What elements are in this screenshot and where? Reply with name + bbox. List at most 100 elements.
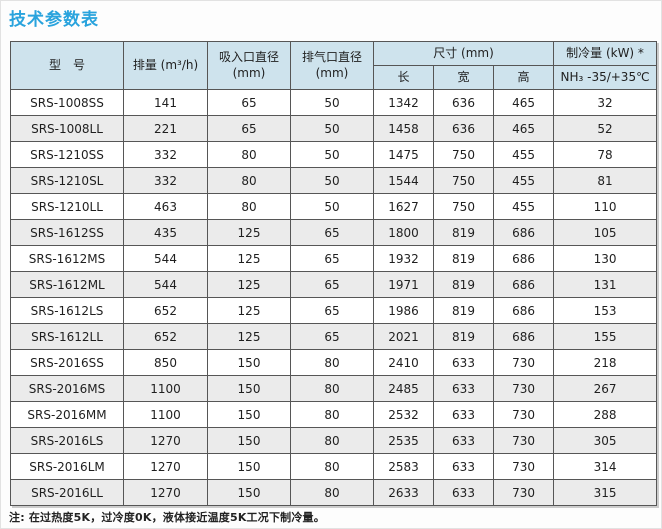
cell-model: SRS-1612LL xyxy=(10,323,124,350)
cell-displacement: 1270 xyxy=(123,453,208,480)
cell-height: 686 xyxy=(492,271,555,298)
cell-width: 636 xyxy=(433,89,494,116)
page-title: 技术参数表 xyxy=(9,10,99,30)
cell-cooling: 81 xyxy=(553,167,658,194)
cell-height: 455 xyxy=(492,167,555,194)
cell-model: SRS-2016LL xyxy=(10,479,124,506)
cell-cooling: 305 xyxy=(553,427,658,454)
cell-suction: 150 xyxy=(207,349,291,376)
cell-height: 455 xyxy=(492,141,555,168)
cell-width: 633 xyxy=(433,453,494,480)
cell-model: SRS-1210SS xyxy=(10,141,124,168)
cell-height: 730 xyxy=(492,375,555,402)
cell-model: SRS-1612LS xyxy=(10,297,124,324)
cell-suction: 150 xyxy=(207,375,291,402)
cell-suction: 125 xyxy=(207,297,291,324)
cell-model: SRS-1612ML xyxy=(10,271,124,298)
cell-length: 2535 xyxy=(373,427,434,454)
cell-model: SRS-1008LL xyxy=(10,115,124,142)
cell-displacement: 141 xyxy=(123,89,208,116)
cell-displacement: 332 xyxy=(123,141,208,168)
cell-suction: 125 xyxy=(207,323,291,350)
cell-height: 686 xyxy=(492,245,555,272)
table-header: 型 号 排量 (m³/h) 吸入口直径 (mm) 排气口直径 (mm) 尺寸 (mm… xyxy=(10,41,658,90)
cell-model: SRS-1612SS xyxy=(10,219,124,246)
col-header-dimensions: 尺寸 (mm) xyxy=(372,41,555,66)
cell-model: SRS-2016MM xyxy=(10,401,124,428)
cell-height: 686 xyxy=(492,219,555,246)
cell-displacement: 1100 xyxy=(123,375,208,402)
cell-model: SRS-1612MS xyxy=(10,245,124,272)
cell-cooling: 131 xyxy=(553,271,658,298)
cell-model: SRS-1210LL xyxy=(10,193,124,220)
col-header-exhaust-line1: 排气口直径 xyxy=(301,49,362,64)
col-header-suction-line1: 吸入口直径 xyxy=(218,49,279,64)
cell-cooling: 315 xyxy=(553,479,658,506)
cell-exhaust: 50 xyxy=(290,193,374,220)
cell-displacement: 463 xyxy=(123,193,208,220)
cell-width: 819 xyxy=(433,271,494,298)
footnote: 注: 在过热度5K，过冷度0K，液体接近温度5K工况下制冷量。 xyxy=(9,511,325,524)
cell-length: 2485 xyxy=(373,375,434,402)
cell-model: SRS-2016LM xyxy=(10,453,124,480)
cell-height: 465 xyxy=(492,115,555,142)
cell-model: SRS-2016MS xyxy=(10,375,124,402)
cell-suction: 150 xyxy=(207,453,291,480)
cell-cooling: 130 xyxy=(553,245,658,272)
cell-length: 1475 xyxy=(373,141,434,168)
table-row: SRS-1612MS 544 125 65 1932 819 686 130 xyxy=(10,245,658,272)
cell-width: 633 xyxy=(433,479,494,506)
cell-width: 750 xyxy=(433,193,494,220)
col-header-width: 宽 xyxy=(433,65,494,90)
table-row: SRS-1008SS 141 65 50 1342 636 465 32 xyxy=(10,89,658,116)
cell-height: 730 xyxy=(492,349,555,376)
cell-displacement: 332 xyxy=(123,167,208,194)
cell-cooling: 153 xyxy=(553,297,658,324)
cell-exhaust: 65 xyxy=(290,323,374,350)
table-row: SRS-1612LS 652 125 65 1986 819 686 153 xyxy=(10,297,658,324)
cell-cooling: 288 xyxy=(553,401,658,428)
cell-displacement: 221 xyxy=(123,115,208,142)
cell-exhaust: 80 xyxy=(290,453,374,480)
cell-exhaust: 50 xyxy=(290,167,374,194)
table-row: SRS-2016MM 1100 150 80 2532 633 730 288 xyxy=(10,401,658,428)
cell-exhaust: 50 xyxy=(290,115,374,142)
cell-width: 819 xyxy=(433,219,494,246)
cell-width: 633 xyxy=(433,427,494,454)
cell-width: 633 xyxy=(433,401,494,428)
table-row: SRS-2016MS 1100 150 80 2485 633 730 267 xyxy=(10,375,658,402)
cell-suction: 125 xyxy=(207,219,291,246)
cell-exhaust: 50 xyxy=(290,89,374,116)
cell-length: 2583 xyxy=(373,453,434,480)
col-header-exhaust-line2: (mm) xyxy=(315,65,349,80)
cell-length: 1627 xyxy=(373,193,434,220)
cell-suction: 80 xyxy=(207,167,291,194)
cell-cooling: 52 xyxy=(553,115,658,142)
cell-width: 819 xyxy=(433,245,494,272)
cell-cooling: 314 xyxy=(553,453,658,480)
table-row: SRS-1210SL 332 80 50 1544 750 455 81 xyxy=(10,167,658,194)
table-row: SRS-1612ML 544 125 65 1971 819 686 131 xyxy=(10,271,658,298)
cell-suction: 125 xyxy=(207,245,291,272)
table-row: SRS-2016LS 1270 150 80 2535 633 730 305 xyxy=(10,427,658,454)
cell-height: 730 xyxy=(492,479,555,506)
table-row: SRS-1210LL 463 80 50 1627 750 455 110 xyxy=(10,193,658,220)
col-header-length: 长 xyxy=(373,65,434,90)
cell-suction: 125 xyxy=(207,271,291,298)
cell-exhaust: 65 xyxy=(290,245,374,272)
spec-table: 型 号 排量 (m³/h) 吸入口直径 (mm) 排气口直径 (mm) 尺寸 (mm… xyxy=(10,41,658,506)
cell-length: 2532 xyxy=(373,401,434,428)
cell-height: 465 xyxy=(492,89,555,116)
cell-length: 2021 xyxy=(373,323,434,350)
cell-width: 636 xyxy=(433,115,494,142)
cell-exhaust: 65 xyxy=(290,297,374,324)
cell-exhaust: 80 xyxy=(290,375,374,402)
cell-suction: 150 xyxy=(207,427,291,454)
cell-displacement: 652 xyxy=(123,323,208,350)
cell-suction: 150 xyxy=(207,401,291,428)
table-row: SRS-1612SS 435 125 65 1800 819 686 105 xyxy=(10,219,658,246)
cell-length: 2633 xyxy=(373,479,434,506)
cell-width: 750 xyxy=(433,167,494,194)
col-header-height: 高 xyxy=(492,65,555,90)
